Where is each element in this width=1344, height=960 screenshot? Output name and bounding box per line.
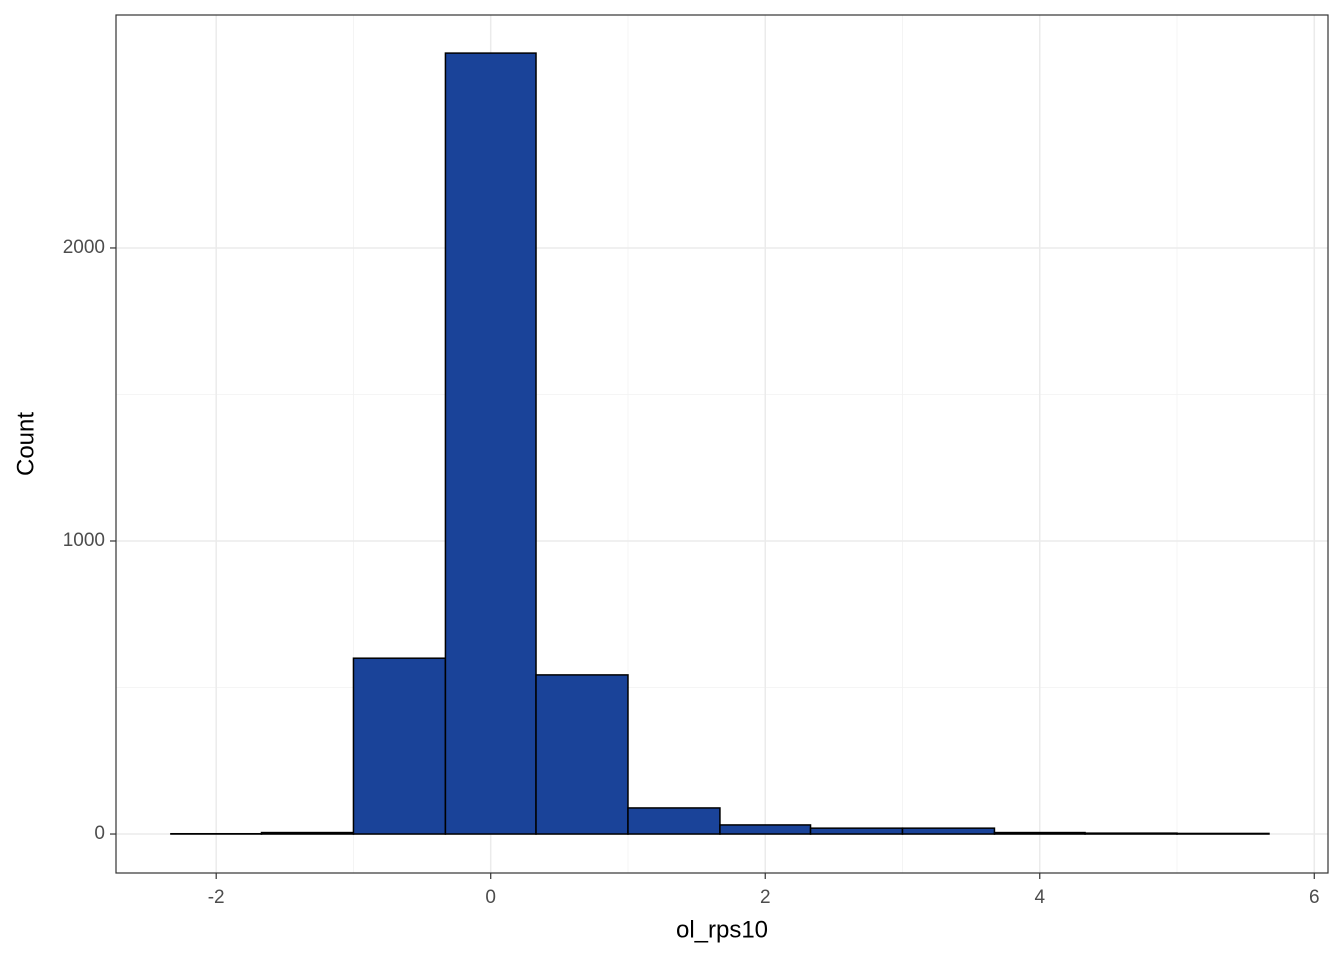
y-tick-label: 1000: [63, 530, 105, 551]
y-axis-title: Count: [12, 412, 39, 476]
bar: [535, 674, 629, 835]
bar: [901, 827, 996, 835]
x-tick-label: 2: [760, 887, 771, 908]
bar: [1176, 832, 1270, 835]
bar: [993, 831, 1086, 835]
bar: [627, 807, 721, 835]
panel-border: [115, 14, 1329, 874]
bar: [1084, 832, 1178, 835]
x-tick-label: 4: [1034, 887, 1045, 908]
x-axis-title: ol_rps10: [676, 916, 768, 943]
bar: [719, 824, 812, 835]
y-tick-label: 0: [94, 823, 105, 844]
x-tick-label: 6: [1309, 887, 1320, 908]
bar: [809, 827, 904, 835]
bars: [170, 52, 1270, 835]
bar: [444, 52, 537, 835]
x-tick-label: 0: [485, 887, 496, 908]
bar: [352, 657, 447, 835]
y-tick-label: 2000: [63, 237, 105, 258]
bar: [260, 831, 355, 835]
x-tick-label: -2: [208, 887, 225, 908]
axes: -2 0 2 4 6 0 1000 2000: [63, 237, 1320, 908]
